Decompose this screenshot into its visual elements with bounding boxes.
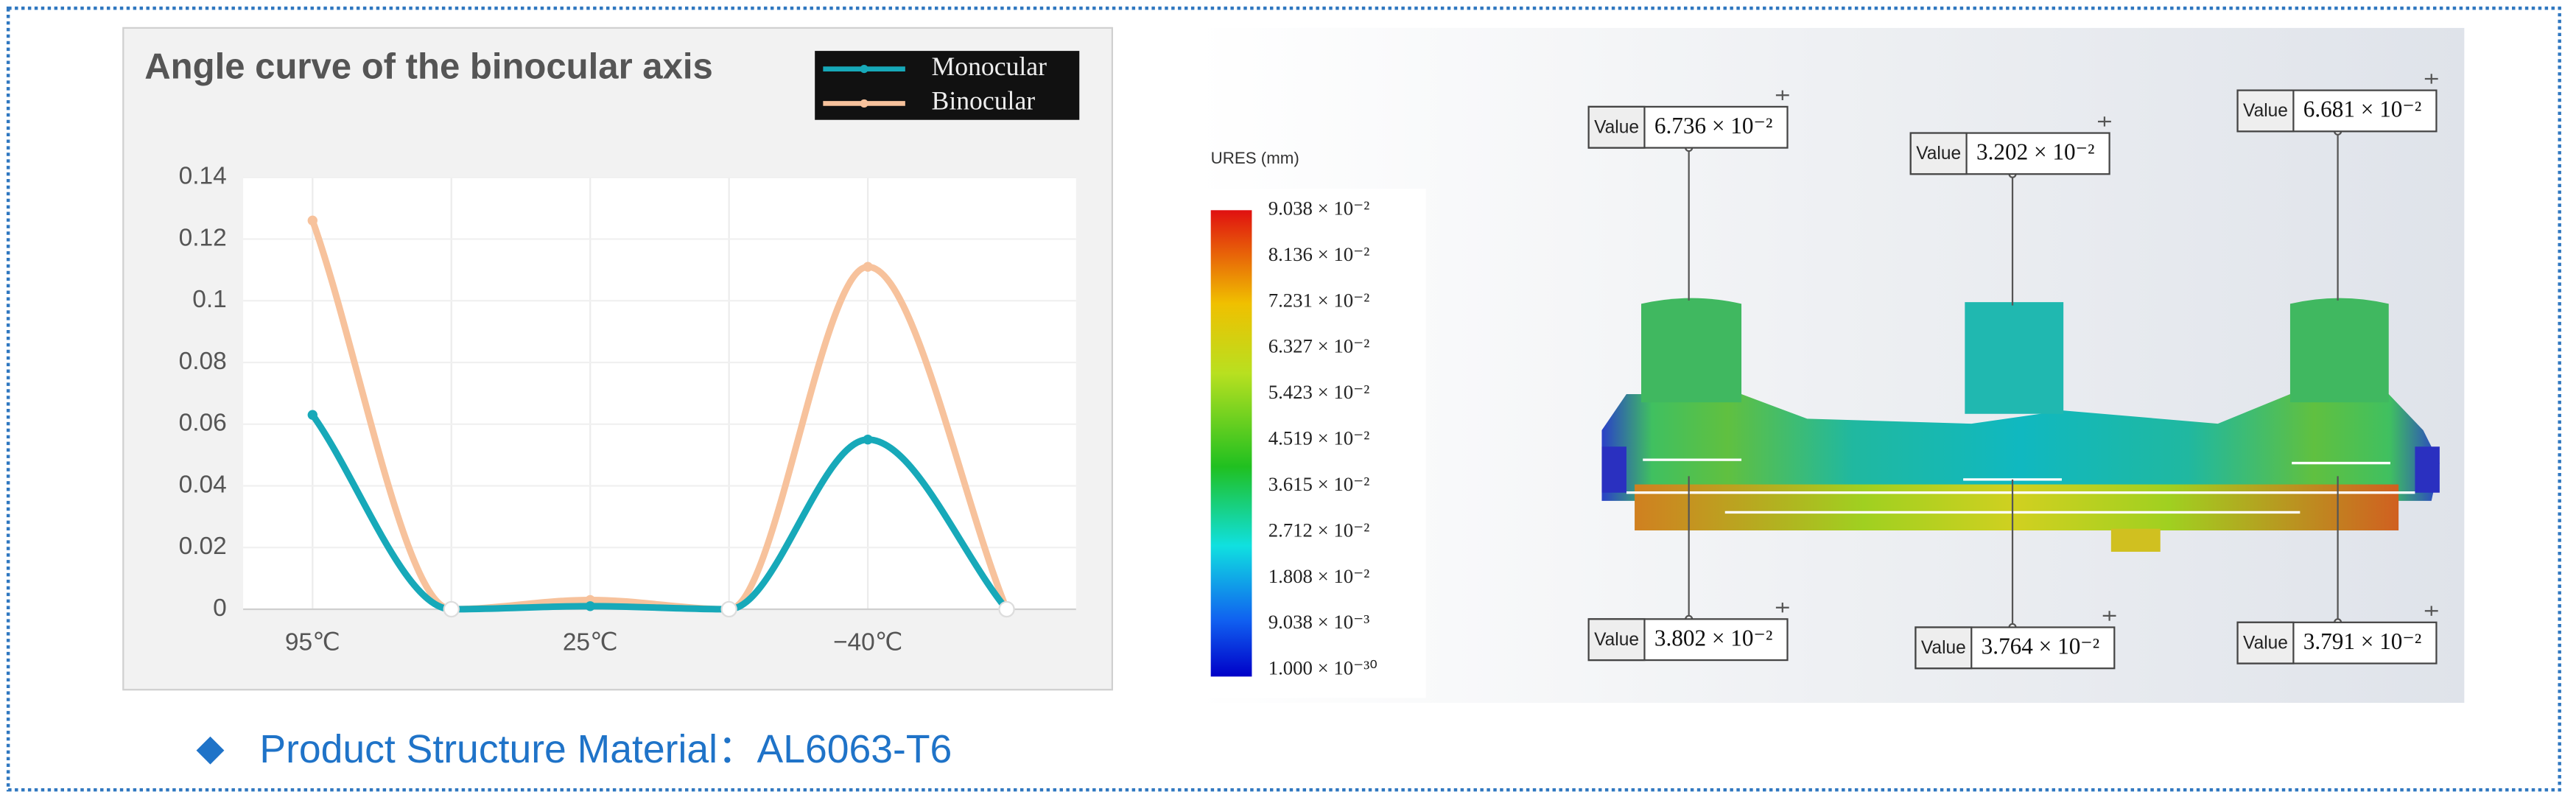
y-tick-label: 0.1 — [192, 286, 226, 313]
probe-label-box — [1915, 626, 1973, 670]
colorbar-label: 1.808 × 10⁻² — [1268, 565, 1370, 587]
colorbar-label: 9.038 × 10⁻² — [1268, 197, 1370, 219]
point — [443, 600, 460, 618]
probe-label-box — [1909, 132, 1968, 175]
legend-swatch-dot — [860, 65, 868, 74]
probe-value: 3.202 × 10⁻² — [1976, 139, 2094, 165]
probe-label-box — [1587, 618, 1646, 662]
probe-label-box — [2236, 621, 2295, 665]
probe-pin — [2424, 74, 2438, 84]
probe-pin — [2424, 606, 2438, 616]
legend-swatch-dot — [860, 99, 868, 108]
point — [307, 410, 317, 420]
point — [998, 600, 1015, 618]
x-tick-label: −40℃ — [833, 629, 902, 656]
probe-value: 6.681 × 10⁻² — [2303, 97, 2421, 122]
colorbar-label: 1.000 × 10⁻³⁰ — [1268, 657, 1378, 679]
probe-label-box — [2236, 89, 2295, 133]
probe-label-box — [1587, 105, 1646, 149]
probe-label: Value — [1594, 630, 1639, 650]
colorbar — [1210, 210, 1252, 677]
point — [585, 601, 595, 611]
probe-pin — [2098, 116, 2111, 127]
y-tick-label: 0 — [213, 595, 227, 622]
probe-label: Value — [1916, 144, 1961, 164]
series-line — [309, 411, 1011, 613]
point — [720, 600, 737, 618]
probe-label: Value — [1594, 117, 1639, 137]
y-tick-label: 0.04 — [179, 471, 227, 498]
probe-label: Value — [2243, 101, 2288, 121]
probe-pin — [1775, 603, 1789, 613]
colorbar-label: 3.615 × 10⁻² — [1268, 473, 1370, 495]
probe-value: 3.802 × 10⁻² — [1654, 625, 1772, 651]
probe-pin — [2102, 611, 2116, 621]
colorbar-label: 6.327 × 10⁻² — [1268, 335, 1370, 357]
probe-label: Value — [2243, 633, 2288, 653]
part-model — [1601, 298, 2440, 552]
colorbar-label: 5.423 × 10⁻² — [1268, 381, 1370, 403]
y-tick-label: 0.06 — [179, 410, 227, 437]
probe-label: Value — [1921, 638, 1966, 658]
colorbar-label: 9.038 × 10⁻³ — [1268, 611, 1370, 633]
x-tick-label: 95℃ — [285, 629, 340, 656]
probe-value: 3.791 × 10⁻² — [2303, 628, 2421, 654]
probe-value: 6.736 × 10⁻² — [1654, 113, 1772, 138]
legend-label: Binocular — [932, 86, 1036, 116]
caption: Product Structure Material：AL6063-T6 — [259, 728, 952, 771]
y-tick-label: 0.08 — [179, 348, 227, 375]
point — [863, 434, 873, 445]
y-tick-label: 0.02 — [179, 533, 227, 560]
colorbar-label: 4.519 × 10⁻² — [1268, 427, 1370, 449]
legend — [815, 51, 1080, 120]
point — [863, 262, 873, 272]
colorbar-title: URES (mm) — [1211, 149, 1299, 167]
legend-label: Monocular — [932, 52, 1047, 81]
probe-value: 3.764 × 10⁻² — [1982, 634, 2099, 659]
colorbar-label: 2.712 × 10⁻² — [1268, 519, 1370, 541]
colorbar-label: 8.136 × 10⁻² — [1268, 243, 1370, 265]
point — [307, 215, 317, 226]
probes: 9.038 × 10⁻² 8.136 × 10⁻² 7.231 × 10⁻² 6.32… — [1268, 74, 2438, 679]
x-tick-label: 25℃ — [563, 629, 618, 656]
probe-pin — [1775, 90, 1789, 100]
y-tick-label: 0.14 — [179, 163, 227, 190]
bullet — [196, 736, 225, 765]
plot-area — [243, 177, 1076, 609]
line-chart: 0 0.02 0.04 0.06 0.08 0.1 0.12 0.14 95℃ 25℃ −40℃ Mo… — [179, 52, 1076, 656]
chart-title: Angle curve of the binocular axis — [144, 47, 713, 87]
frame — [6, 6, 2561, 792]
colorbar-label: 7.231 × 10⁻² — [1268, 289, 1370, 311]
y-tick-label: 0.12 — [179, 224, 227, 251]
